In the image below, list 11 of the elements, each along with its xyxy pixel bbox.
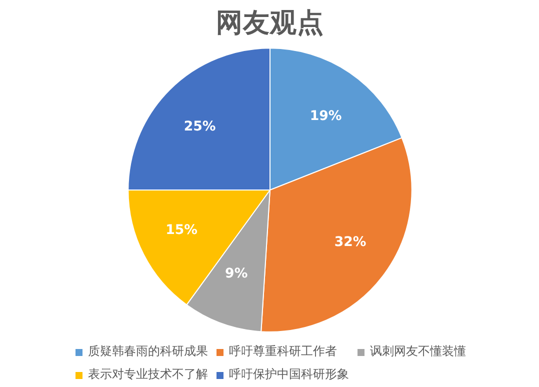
chart-title: 网友观点 <box>216 8 324 38</box>
legend-label: 呼吁保护中国科研形象 <box>229 366 349 383</box>
data-label: 15% <box>166 223 198 238</box>
legend-label: 表示对专业技术不了解 <box>88 366 208 383</box>
data-label: 32% <box>334 234 366 250</box>
legend-label: 讽刺网友不懂装懂 <box>370 343 466 360</box>
data-label: 25% <box>184 119 216 134</box>
legend-label: 呼吁尊重科研工作者 <box>229 343 337 360</box>
legend-label: 质疑韩春雨的科研成果 <box>88 343 208 360</box>
data-label: 9% <box>225 266 248 282</box>
data-label: 19% <box>310 108 342 124</box>
